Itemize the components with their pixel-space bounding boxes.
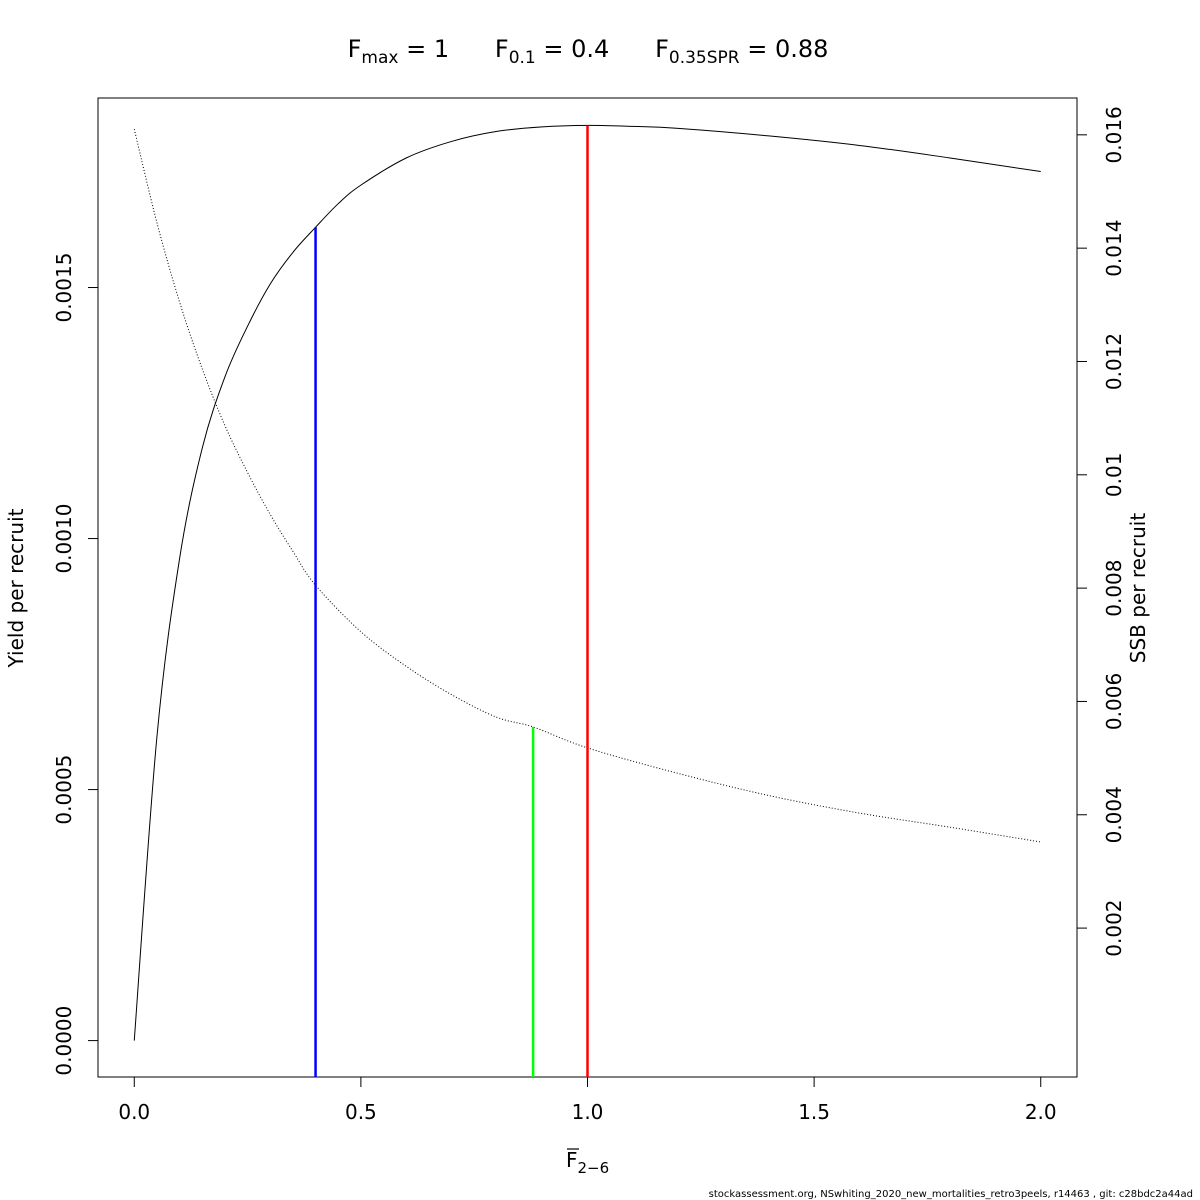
x-tick-label: 0.5 xyxy=(345,1100,377,1124)
chart-title: Fmax = 1 F0.1 = 0.4 F0.35SPR = 0.88 xyxy=(348,35,829,68)
y-axis-left-label: Yield per recruit xyxy=(4,508,28,668)
y-tick-right-label: 0.004 xyxy=(1102,786,1126,843)
y-tick-right-label: 0.008 xyxy=(1102,559,1126,616)
y-tick-left-label: 0.0015 xyxy=(52,253,76,323)
y-axis-right: 0.002 0.004 0.006 0.008 0.01 0.012 0.014 0.016 xyxy=(1076,106,1126,957)
x-tick-label: 1.0 xyxy=(572,1100,604,1124)
y-tick-right-label: 0.014 xyxy=(1102,220,1126,277)
ssb-per-recruit-line xyxy=(133,129,1041,843)
y-tick-right-label: 0.016 xyxy=(1102,106,1126,163)
x-axis-label: F2−6 xyxy=(566,1148,609,1177)
footer-credit: stockassessment.org, NSwhiting_2020_new_… xyxy=(709,1189,1193,1200)
y-tick-right-label: 0.01 xyxy=(1102,453,1126,498)
y-tick-left-label: 0.0005 xyxy=(52,755,76,825)
y-tick-left-label: 0.0000 xyxy=(52,1006,76,1076)
x-tick-label: 1.5 xyxy=(798,1100,830,1124)
series-layer xyxy=(133,124,1041,1041)
y-tick-right-label: 0.006 xyxy=(1102,673,1126,730)
x-tick-label: 0.0 xyxy=(118,1100,150,1124)
y-tick-right-label: 0.012 xyxy=(1102,333,1126,390)
reference-lines xyxy=(314,125,589,1077)
x-axis: 0.0 0.5 1.0 1.5 2.0 xyxy=(118,1076,1057,1124)
y-tick-right-label: 0.002 xyxy=(1102,899,1126,956)
x-tick-label: 2.0 xyxy=(1025,1100,1057,1124)
y-axis-right-label: SSB per recruit xyxy=(1126,513,1150,664)
y-axis-left: 0.0000 0.0005 0.0010 0.0015 xyxy=(52,253,99,1076)
y-tick-left-label: 0.0010 xyxy=(52,504,76,574)
yield-per-recruit-line xyxy=(133,124,1041,1041)
